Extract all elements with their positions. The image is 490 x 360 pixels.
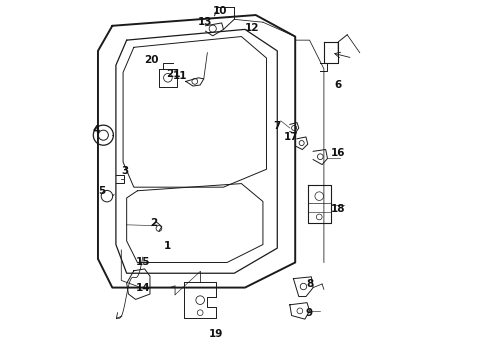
Text: 9: 9 xyxy=(306,308,313,318)
Text: 19: 19 xyxy=(209,329,223,339)
Text: 14: 14 xyxy=(135,283,150,293)
Text: 16: 16 xyxy=(331,148,345,158)
Text: 1: 1 xyxy=(164,241,171,251)
Text: 20: 20 xyxy=(145,55,159,65)
Text: 15: 15 xyxy=(136,257,150,267)
Text: 6: 6 xyxy=(335,80,342,90)
Text: 2: 2 xyxy=(150,218,157,228)
Text: 11: 11 xyxy=(173,71,188,81)
Text: 4: 4 xyxy=(93,125,100,135)
Text: 18: 18 xyxy=(331,204,345,214)
Text: 21: 21 xyxy=(166,69,180,79)
Text: 8: 8 xyxy=(306,279,313,289)
Text: 3: 3 xyxy=(121,166,128,176)
Text: 5: 5 xyxy=(98,186,105,196)
Text: 7: 7 xyxy=(273,121,281,131)
Text: 10: 10 xyxy=(213,6,227,16)
Text: 12: 12 xyxy=(245,23,259,33)
Text: 17: 17 xyxy=(284,132,299,142)
Text: 13: 13 xyxy=(198,17,213,27)
